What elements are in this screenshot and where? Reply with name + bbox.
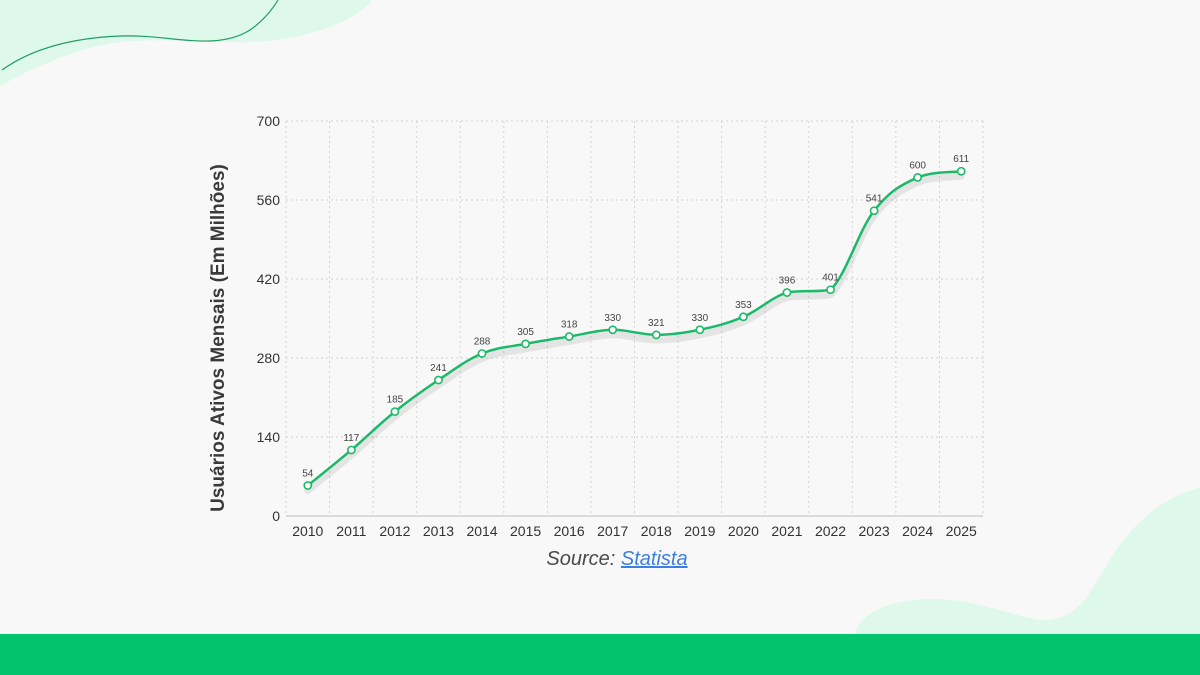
x-tick-label: 2021 [771, 523, 802, 539]
top-left-blob [0, 0, 372, 86]
data-labels: 54 117 185 241 288 305 318 330 321 330 353 396 401 54… [302, 154, 969, 479]
data-point [477, 349, 487, 358]
data-label: 600 [909, 160, 926, 171]
top-left-wave-line [1, 0, 279, 71]
data-point [782, 288, 792, 297]
data-label: 353 [735, 300, 752, 311]
x-tick-label: 2011 [336, 523, 366, 539]
series-line-shadow [304, 172, 965, 495]
x-tick-label: 2012 [379, 523, 410, 539]
axes: 0 140 280 420 560 700 2010 2011 2012 2013 2014 2015… [257, 113, 983, 539]
data-label: 54 [302, 469, 314, 480]
data-point [826, 285, 835, 295]
y-tick-label: 700 [257, 113, 281, 129]
y-tick-label: 140 [257, 429, 281, 445]
x-tick-label: 2016 [554, 523, 585, 539]
x-tick-label: 2017 [597, 523, 628, 539]
data-label: 321 [648, 318, 665, 329]
data-label: 541 [866, 194, 883, 205]
data-point [390, 407, 400, 417]
x-tick-label: 2014 [466, 523, 497, 539]
series-users [303, 166, 966, 495]
x-tick-label: 2023 [859, 523, 890, 539]
x-tick-label: 2020 [728, 523, 759, 539]
grid [285, 120, 984, 516]
data-label: 117 [343, 433, 359, 444]
x-tick-label: 2025 [946, 523, 977, 539]
data-label: 330 [692, 313, 709, 324]
x-tick-label: 2018 [641, 523, 672, 539]
data-label: 288 [474, 336, 491, 347]
data-label: 401 [822, 273, 839, 284]
footer-bar [0, 634, 1200, 675]
x-tick-label: 2010 [292, 523, 323, 539]
data-point [346, 445, 356, 455]
source-prefix: Source: [546, 548, 616, 570]
source-link[interactable]: Statista [620, 548, 688, 570]
data-point [521, 339, 530, 349]
data-point [695, 325, 705, 335]
data-point [869, 206, 879, 216]
data-point [434, 375, 443, 385]
data-label: 305 [517, 327, 534, 338]
data-label: 330 [604, 313, 621, 324]
x-tick-label: 2019 [684, 523, 715, 539]
y-tick-label: 560 [257, 192, 281, 208]
y-tick-label: 0 [272, 508, 280, 524]
data-point [651, 330, 661, 340]
data-point [608, 325, 618, 335]
data-label: 185 [387, 395, 404, 406]
data-label: 396 [779, 276, 796, 287]
y-tick-label: 420 [257, 271, 281, 287]
x-tick-label: 2015 [510, 523, 541, 539]
x-tick-label: 2013 [423, 523, 454, 539]
y-tick-label: 280 [257, 350, 281, 366]
data-point [956, 166, 966, 176]
data-label: 241 [430, 363, 447, 374]
data-point [913, 173, 923, 182]
source-caption: Source: Statista [0, 548, 1200, 571]
x-tick-label: 2022 [815, 523, 846, 539]
data-point [303, 481, 313, 490]
data-label: 611 [953, 154, 969, 165]
x-tick-label: 2024 [902, 523, 933, 539]
y-axis-title: Usuários Ativos Mensais (Em Milhões) [208, 164, 229, 512]
series-line [306, 169, 963, 487]
data-label: 318 [561, 320, 578, 331]
data-point [564, 332, 574, 341]
data-point [739, 312, 748, 322]
bottom-right-blob [855, 488, 1200, 634]
